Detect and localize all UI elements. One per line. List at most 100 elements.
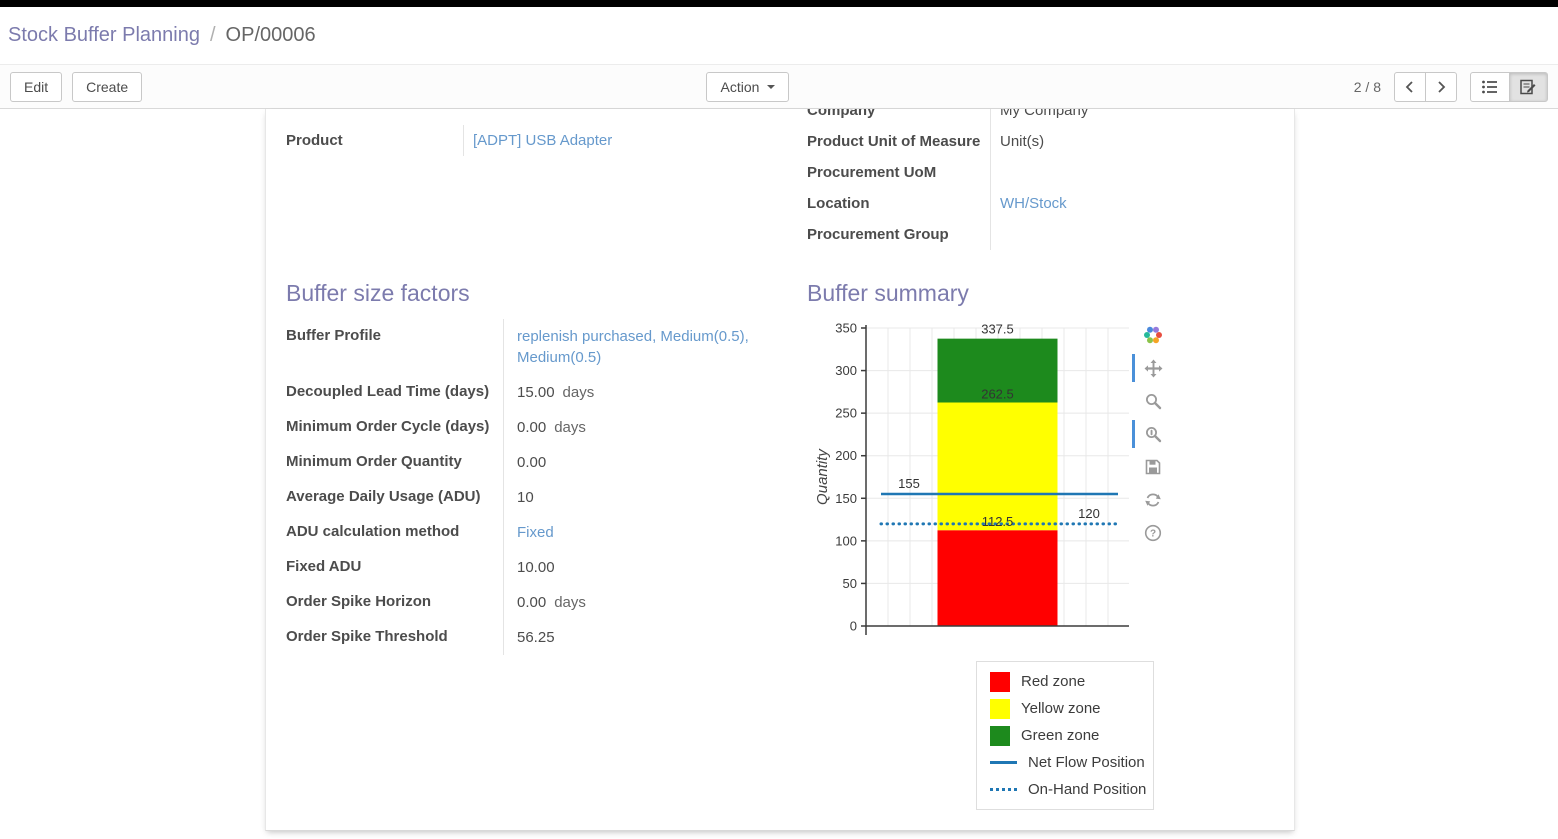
buffer-profile-link[interactable]: replenish purchased, Medium(0.5), Medium…	[517, 328, 749, 366]
field-row-procurement-uom: Procurement UoM	[807, 157, 1294, 188]
svg-text:0: 0	[850, 619, 857, 634]
pager	[1394, 71, 1457, 102]
svg-text:300: 300	[835, 363, 857, 378]
field-value: My Company	[990, 109, 1294, 126]
field-label: Procurement UoM	[807, 164, 937, 181]
field-group-right: Company My Company Product Unit of Measu…	[787, 109, 1294, 250]
legend-item-red-zone: Red zone	[990, 668, 1153, 695]
top-field-groups: Product [ADPT] USB Adapter Company My Co…	[266, 109, 1294, 250]
field-label: Buffer Profile	[286, 327, 382, 344]
buffer-summary-chart[interactable]: 0 50 100 150 200 250 300 350 155 120 337.5 262.5 112…	[813, 319, 1143, 654]
field-label: Minimum Order Quantity	[286, 453, 462, 470]
field-label: Company	[807, 109, 876, 119]
field-label: Order Spike Threshold	[286, 628, 448, 645]
field-value	[990, 219, 1294, 250]
field-value: 0.00	[517, 454, 547, 471]
svg-text:337.5: 337.5	[981, 322, 1014, 337]
action-button[interactable]: Action	[706, 71, 790, 102]
pan-icon[interactable]	[1132, 354, 1165, 382]
location-link[interactable]: WH/Stock	[1000, 195, 1067, 212]
buffer-summary-section: Buffer summary 0 50 100 150 200 250 300 350 155 1…	[787, 280, 1294, 810]
field-row-company: Company My Company	[807, 109, 1294, 126]
chart-legend: Red zone Yellow zone Green zone Net Flow…	[976, 661, 1154, 810]
bokeh-logo-icon[interactable]	[1141, 325, 1165, 345]
field-row-product-uom: Product Unit of Measure Unit(s)	[807, 126, 1294, 157]
create-button[interactable]: Create	[72, 71, 143, 102]
field-unit: days	[554, 419, 586, 436]
field-row-min-order-cycle: Minimum Order Cycle (days) 0.00 days	[286, 410, 787, 445]
chart-toolbar: ?	[1132, 325, 1165, 543]
field-label: ADU calculation method	[286, 523, 460, 540]
field-label: Minimum Order Cycle (days)	[286, 418, 490, 435]
field-row-adu-method: ADU calculation method Fixed	[286, 515, 787, 550]
list-view-button[interactable]	[1470, 71, 1510, 102]
svg-text:350: 350	[835, 321, 857, 336]
field-label: Product Unit of Measure	[807, 133, 981, 150]
field-label: Average Daily Usage (ADU)	[286, 488, 481, 505]
save-icon[interactable]	[1141, 457, 1165, 477]
breadcrumb-current: OP/00006	[225, 24, 316, 46]
field-row-min-order-qty: Minimum Order Quantity 0.00	[286, 445, 787, 480]
svg-text:112.5: 112.5	[982, 514, 1014, 529]
red-zone-swatch	[990, 671, 1010, 692]
field-row-fixed-adu: Fixed ADU 10.00	[286, 550, 787, 585]
field-label: Procurement Group	[807, 226, 949, 243]
legend-label: Green zone	[1021, 727, 1100, 744]
svg-text:200: 200	[835, 448, 857, 463]
top-menu-bar	[0, 0, 1558, 7]
section-heading-buffer-size-factors: Buffer size factors	[286, 280, 470, 306]
pager-value: 2 / 8	[1353, 78, 1381, 95]
field-label: Product	[286, 132, 343, 149]
field-row-buffer-profile: Buffer Profile replenish purchased, Medi…	[286, 319, 787, 375]
help-icon[interactable]: ?	[1141, 523, 1165, 543]
wheel-zoom-icon[interactable]	[1132, 420, 1165, 448]
chevron-down-icon	[767, 84, 776, 89]
field-row-procurement-group: Procurement Group	[807, 219, 1294, 250]
view-switcher	[1470, 71, 1548, 102]
pager-next-button[interactable]	[1425, 71, 1457, 102]
field-row-product: Product [ADPT] USB Adapter	[286, 125, 787, 156]
svg-text:250: 250	[835, 406, 857, 421]
svg-text:Quantity: Quantity	[814, 448, 831, 505]
field-value: 10	[517, 489, 534, 506]
buffer-summary-chart-area: 0 50 100 150 200 250 300 350 155 120 337.5 262.5 112…	[807, 319, 1294, 654]
product-link[interactable]: [ADPT] USB Adapter	[473, 132, 613, 149]
reset-icon[interactable]	[1141, 490, 1165, 510]
action-button-label: Action	[720, 78, 760, 95]
field-value: 56.25	[517, 629, 555, 646]
on-hand-line-swatch	[990, 788, 1017, 791]
breadcrumb-parent-link[interactable]: Stock Buffer Planning	[8, 24, 200, 46]
field-value	[990, 157, 1294, 188]
field-value: 0.00	[517, 419, 547, 436]
box-zoom-icon[interactable]	[1141, 391, 1165, 411]
pager-prev-button[interactable]	[1394, 71, 1426, 102]
section-heading-buffer-summary: Buffer summary	[807, 280, 969, 306]
legend-label: Red zone	[1021, 673, 1086, 690]
breadcrumb-separator: /	[209, 24, 216, 46]
control-panel: Edit Create Action 2 / 8	[0, 64, 1558, 109]
svg-text:100: 100	[835, 533, 857, 548]
field-row-adu: Average Daily Usage (ADU) 10	[286, 480, 787, 515]
edit-button[interactable]: Edit	[10, 71, 63, 102]
legend-item-net-flow: Net Flow Position	[990, 749, 1153, 776]
field-row-location: Location WH/Stock	[807, 188, 1294, 219]
svg-text:262.5: 262.5	[981, 387, 1014, 402]
chevron-right-icon	[1438, 80, 1446, 93]
field-row-decoupled-lead-time: Decoupled Lead Time (days) 15.00 days	[286, 375, 787, 410]
legend-item-green-zone: Green zone	[990, 722, 1153, 749]
field-label: Fixed ADU	[286, 558, 362, 575]
svg-text:150: 150	[835, 491, 857, 506]
field-value: 0.00	[517, 594, 547, 611]
svg-text:155: 155	[898, 476, 920, 491]
svg-text:50: 50	[843, 576, 857, 591]
field-label: Location	[807, 195, 870, 212]
adu-method-link[interactable]: Fixed	[517, 524, 554, 541]
form-icon	[1520, 79, 1536, 94]
legend-label: Yellow zone	[1021, 700, 1101, 717]
svg-text:120: 120	[1078, 506, 1100, 521]
buffer-size-factors-section: Buffer size factors Buffer Profile reple…	[266, 280, 787, 810]
field-unit: days	[554, 594, 586, 611]
breadcrumb: Stock Buffer Planning / OP/00006	[0, 7, 1558, 64]
form-view-button[interactable]	[1509, 71, 1548, 102]
yellow-zone-swatch	[990, 698, 1010, 719]
